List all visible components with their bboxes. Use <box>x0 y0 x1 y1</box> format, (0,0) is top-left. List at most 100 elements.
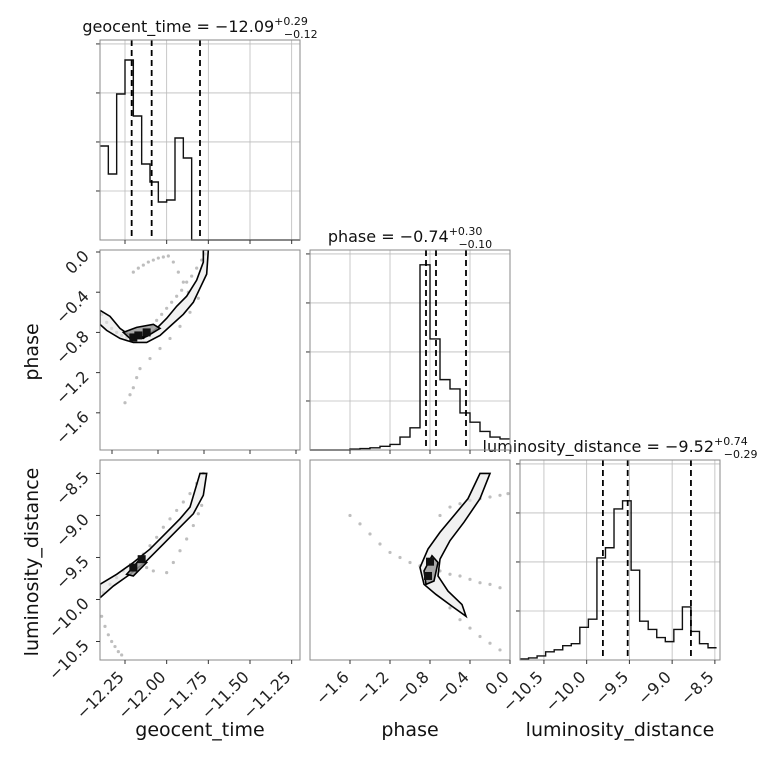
scatter-point <box>128 393 132 397</box>
scatter-point <box>100 614 104 618</box>
scatter-point <box>176 270 180 274</box>
scatter-point <box>448 505 452 509</box>
phase-title-upper: +0.30 <box>449 225 483 238</box>
scatter-point <box>106 633 110 637</box>
panel-frame <box>519 459 721 661</box>
scatter-point <box>181 500 185 504</box>
title-geocent_time: geocent_time = −12.09+0.29 −0.12 <box>82 15 317 41</box>
scatter-point <box>151 258 155 262</box>
scatter-point <box>120 653 124 657</box>
scatter-point <box>148 544 152 548</box>
contour-outer <box>100 250 210 344</box>
scatter-point <box>123 401 127 405</box>
panel-geocent_time-marginal <box>96 39 301 244</box>
scatter-point <box>136 266 140 270</box>
scatter-point <box>195 266 199 270</box>
density-core <box>129 333 138 342</box>
scatter-point <box>506 492 510 496</box>
contour-outer <box>100 472 208 599</box>
scatter-point <box>188 310 192 314</box>
panel-content <box>100 471 208 657</box>
density-core <box>129 563 138 572</box>
scatter-point <box>458 502 462 506</box>
contour-outer <box>419 472 492 619</box>
scatter-point <box>488 582 492 586</box>
scatter-point <box>458 618 462 622</box>
scatter-point <box>160 312 164 316</box>
scatter-point <box>145 565 149 570</box>
scatter-point <box>478 634 482 639</box>
scatter-point <box>161 525 165 529</box>
density-core <box>134 331 143 340</box>
scatter-point <box>185 280 189 284</box>
scatter-point <box>191 523 195 528</box>
luminosity_distance-title-upper: +0.74 <box>714 435 748 448</box>
scatter-point <box>165 306 169 310</box>
density-core <box>137 555 146 564</box>
luminosity_distance-title-main: luminosity_distance = −9.52 <box>483 437 714 457</box>
scatter-point <box>196 512 200 516</box>
scatter-point <box>498 648 502 652</box>
scatter-point <box>113 644 117 649</box>
scatter-point <box>161 255 165 259</box>
geocent_time-title-lower: −0.12 <box>284 28 318 41</box>
scatter-point <box>155 535 159 539</box>
scatter-point <box>185 537 189 541</box>
geocent_time-title-upper: +0.29 <box>274 15 308 28</box>
scatter-point <box>368 532 372 536</box>
panel-frame <box>99 249 301 451</box>
scatter-point <box>498 493 502 497</box>
scatter-point <box>171 560 175 565</box>
xlabel-luminosity_distance: luminosity_distance <box>526 719 715 741</box>
scatter-point <box>200 258 204 262</box>
luminosity_distance-title-lower: −0.29 <box>724 448 758 461</box>
scatter-point <box>148 356 152 361</box>
density-core <box>426 557 434 566</box>
scatter-point <box>448 606 452 610</box>
scatter-point <box>348 513 352 518</box>
panel-phase-marginal <box>306 249 511 454</box>
scatter-point <box>438 513 442 518</box>
scatter-point <box>468 626 472 630</box>
scatter-point <box>458 574 462 578</box>
panel-frame <box>309 249 511 451</box>
histogram-step <box>310 264 510 451</box>
scatter-point <box>478 581 482 585</box>
scatter-point <box>155 318 159 322</box>
scatter-point <box>378 542 382 546</box>
scatter-point <box>165 571 169 575</box>
scatter-point <box>131 386 135 390</box>
phase-title-lower: −0.10 <box>458 238 492 251</box>
scatter-point <box>151 569 155 573</box>
geocent_time-title-main: geocent_time = −12.09 <box>82 17 274 37</box>
scatter-point <box>141 263 145 267</box>
scatter-point <box>146 260 150 264</box>
density-core <box>142 328 151 337</box>
scatter-point <box>398 555 402 560</box>
title-phase: phase = −0.74+0.30 −0.10 <box>328 225 492 251</box>
scatter-point <box>178 324 182 328</box>
scatter-point <box>200 503 204 507</box>
panel-content <box>100 250 210 405</box>
scatter-point <box>468 577 472 581</box>
xlabel-phase: phase <box>381 719 438 741</box>
scatter-point <box>175 508 179 513</box>
panel-frame <box>309 459 511 661</box>
scatter-point <box>135 376 139 380</box>
scatter-point <box>171 260 175 264</box>
scatter-point <box>388 550 392 555</box>
scatter-point <box>131 270 135 274</box>
scatter-point <box>358 522 362 526</box>
scatter-point <box>188 492 192 496</box>
scatter-point <box>180 288 184 292</box>
scatter-point <box>488 641 492 645</box>
scatter-point <box>196 296 200 300</box>
scatter-point <box>175 294 179 298</box>
scatter-point <box>158 346 162 351</box>
xlabel-geocent_time: geocent_time <box>135 719 264 741</box>
ylabel-luminosity_distance: luminosity_distance <box>21 468 43 657</box>
scatter-point <box>170 300 174 304</box>
scatter-point <box>408 560 412 565</box>
